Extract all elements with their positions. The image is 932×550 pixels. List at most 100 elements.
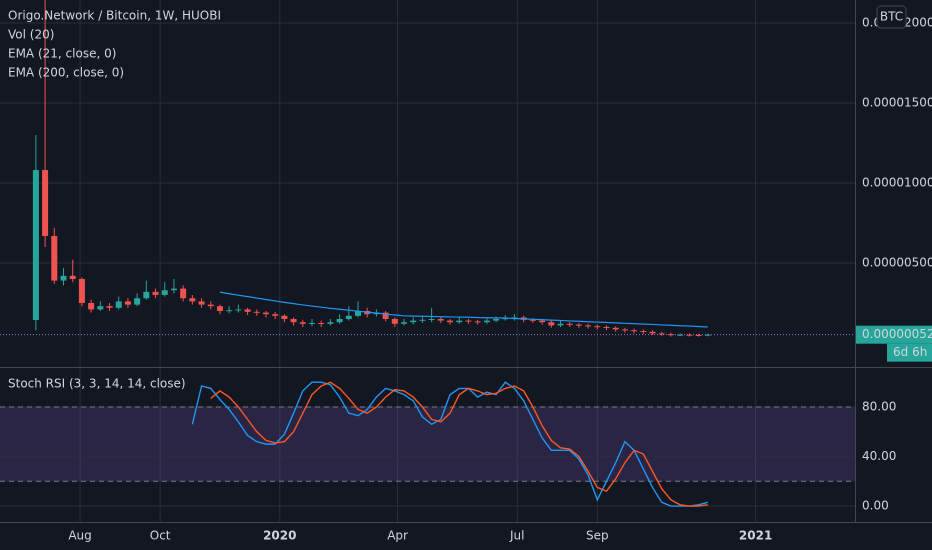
candle-body bbox=[78, 279, 85, 304]
x-tick-label: Apr bbox=[387, 529, 408, 543]
y-tick-label: 0.00000500 bbox=[862, 256, 932, 270]
candle-body bbox=[207, 304, 214, 307]
candle-body bbox=[134, 298, 141, 305]
candle-body bbox=[308, 323, 315, 325]
candle-body bbox=[281, 315, 288, 320]
candle-body bbox=[272, 314, 279, 316]
candle-body bbox=[465, 320, 472, 322]
x-tick-label: Oct bbox=[150, 529, 171, 543]
countdown: 6d 6h bbox=[893, 345, 927, 359]
candle-body bbox=[88, 303, 95, 310]
candle-body bbox=[658, 333, 665, 335]
ema-line bbox=[219, 291, 708, 328]
rsi-line bbox=[191, 381, 708, 507]
candle-body bbox=[198, 301, 205, 305]
candle-body bbox=[106, 306, 113, 308]
candle-body bbox=[382, 312, 389, 320]
candle-body bbox=[539, 320, 546, 323]
candle-body bbox=[290, 319, 297, 323]
candle-body bbox=[253, 311, 260, 313]
candle-body bbox=[97, 306, 104, 310]
candle-body bbox=[244, 309, 251, 312]
candle-body bbox=[575, 324, 582, 326]
candle-body bbox=[483, 320, 490, 323]
candle-body bbox=[456, 320, 463, 323]
candle-body bbox=[216, 306, 223, 312]
chart-title: Origo.Network / Bitcoin, 1W, HUOBI bbox=[8, 9, 221, 23]
candle-body bbox=[51, 235, 58, 281]
candle-body bbox=[631, 330, 638, 332]
x-tick-label: Jul bbox=[509, 529, 524, 543]
candle-body bbox=[474, 321, 481, 323]
legend-entry: Vol (20) bbox=[8, 28, 54, 42]
candle-body bbox=[677, 334, 684, 336]
candle-body bbox=[511, 317, 518, 319]
candle-body bbox=[621, 329, 628, 331]
candle-body bbox=[391, 319, 398, 324]
candle-body bbox=[42, 170, 49, 236]
candle-body bbox=[143, 291, 150, 299]
x-tick-label: Aug bbox=[68, 529, 91, 543]
y-tick-label: 40.00 bbox=[862, 449, 896, 463]
candle-body bbox=[170, 288, 177, 291]
candle-body bbox=[649, 331, 656, 334]
candle-body bbox=[428, 319, 435, 321]
candle-body bbox=[69, 275, 76, 280]
candle-body bbox=[161, 290, 168, 296]
legend-entry: EMA (21, close, 0) bbox=[8, 47, 116, 61]
candle-body bbox=[548, 322, 555, 326]
candle-body bbox=[585, 325, 592, 327]
candle-body bbox=[667, 334, 674, 336]
candle-body bbox=[318, 323, 325, 325]
candle-body bbox=[401, 322, 408, 324]
candle-body bbox=[235, 309, 242, 311]
candle-body bbox=[60, 275, 67, 281]
y-tick-label: 80.00 bbox=[862, 399, 896, 413]
candle-body bbox=[124, 301, 131, 305]
last-price-label: 0.00000052 bbox=[862, 327, 932, 341]
candle-body bbox=[557, 323, 564, 326]
x-tick-label: 2020 bbox=[263, 529, 296, 543]
legend-entry: EMA (200, close, 0) bbox=[8, 66, 124, 80]
candle-body bbox=[262, 312, 269, 315]
candle-body bbox=[447, 320, 454, 323]
y-tick-label: 0.00001500 bbox=[862, 96, 932, 110]
x-tick-label: 2021 bbox=[739, 529, 772, 543]
y-tick-label: 0.00 bbox=[862, 499, 889, 513]
candle-body bbox=[566, 323, 573, 325]
candle-body bbox=[686, 334, 693, 336]
candle-body bbox=[410, 320, 417, 323]
rsi-band bbox=[0, 406, 855, 482]
candle-body bbox=[612, 327, 619, 330]
candle-body bbox=[152, 291, 159, 296]
candle-body bbox=[226, 310, 233, 312]
candle-body bbox=[180, 288, 187, 299]
candle-body bbox=[299, 322, 306, 324]
candle-body bbox=[345, 315, 352, 320]
candle-body bbox=[355, 311, 362, 316]
last-price-box bbox=[855, 325, 932, 344]
candle-body bbox=[493, 319, 500, 321]
candle-body bbox=[695, 335, 702, 337]
candle-body bbox=[603, 327, 610, 329]
candle-body bbox=[594, 326, 601, 328]
candle-body bbox=[189, 298, 196, 302]
candle-body bbox=[419, 319, 426, 321]
y-tick-label: 0.00001000 bbox=[862, 176, 932, 190]
candle-body bbox=[327, 322, 334, 324]
currency-button[interactable] bbox=[876, 5, 907, 29]
candle-body bbox=[704, 334, 711, 336]
candle-body bbox=[336, 319, 343, 323]
countdown-box bbox=[887, 343, 932, 362]
x-tick-label: Sep bbox=[586, 529, 609, 543]
candle-body bbox=[32, 170, 39, 320]
candle-body bbox=[437, 319, 444, 321]
pane-title: Stoch RSI (3, 3, 14, 14, close) bbox=[8, 377, 186, 391]
candle-body bbox=[502, 318, 509, 320]
candle-body bbox=[529, 319, 536, 321]
rsi-line bbox=[210, 381, 708, 507]
currency-button-label[interactable]: BTC bbox=[880, 10, 903, 24]
